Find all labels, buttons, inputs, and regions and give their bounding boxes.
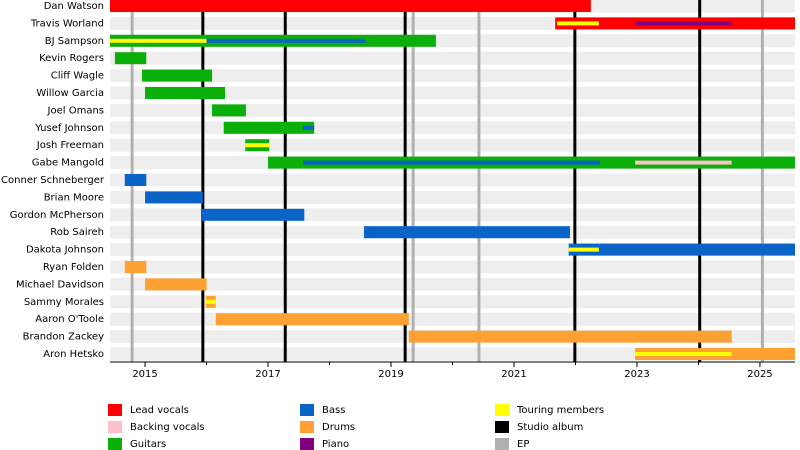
member-label: Brian Moore — [44, 192, 104, 203]
legend-label: Guitars — [130, 439, 166, 450]
role-bar — [363, 226, 570, 239]
legend-label: Lead vocals — [130, 405, 189, 416]
member-label: Kevin Rogers — [39, 53, 104, 64]
legend-label: Bass — [322, 405, 345, 416]
legend-swatch — [108, 421, 122, 433]
role-bar — [212, 104, 246, 117]
role-bar-thin — [303, 160, 601, 165]
member-label: Gabe Mangold — [32, 158, 104, 169]
member-label: Travis Worland — [30, 18, 104, 29]
member-label: Cliff Wagle — [51, 71, 104, 82]
row-band — [110, 69, 795, 83]
legend-swatch — [108, 404, 122, 416]
legend-label: Drums — [322, 422, 355, 433]
row-band — [110, 121, 795, 135]
role-bar-thin — [110, 38, 207, 43]
legend-swatch — [495, 421, 509, 433]
member-label: Gordon McPherson — [10, 210, 104, 221]
role-bar-thin — [568, 247, 599, 252]
x-tick-label: 2019 — [378, 369, 403, 380]
member-label: Yusef Johnson — [34, 123, 104, 134]
x-tick-label: 2021 — [501, 369, 526, 380]
role-bar — [215, 313, 409, 326]
role-bar — [124, 174, 147, 186]
legend-label: Touring members — [516, 405, 604, 416]
member-label: Willow Garcia — [36, 88, 104, 99]
legend-label: EP — [517, 439, 529, 450]
row-band — [110, 190, 795, 204]
role-bar-thin — [245, 143, 270, 148]
row-band — [110, 173, 795, 187]
role-bar — [110, 0, 591, 12]
member-label: Dan Watson — [44, 1, 104, 12]
role-bar — [568, 243, 795, 256]
member-label: Aron Hetsko — [43, 349, 104, 360]
role-bar-thin — [635, 160, 732, 165]
legend-label: Studio album — [517, 422, 583, 433]
legend-swatch — [300, 438, 314, 450]
legend-swatch — [300, 421, 314, 433]
role-bar-thin — [635, 21, 732, 26]
member-label: Joel Omans — [47, 105, 104, 116]
legend-label: Piano — [322, 439, 349, 450]
role-bar — [223, 121, 315, 134]
member-label: Ryan Folden — [43, 262, 104, 273]
legend-label: Backing vocals — [130, 422, 205, 433]
role-bar-thin — [557, 21, 599, 26]
member-label: Aaron O'Toole — [35, 314, 104, 325]
role-bar — [145, 278, 207, 291]
role-bar-thin — [635, 352, 732, 356]
row-band — [110, 347, 795, 361]
role-bar — [408, 330, 732, 343]
member-label: Rob Saireh — [50, 227, 104, 238]
row-band — [110, 295, 795, 309]
member-label: Josh Freeman — [36, 140, 104, 151]
row-band — [110, 312, 795, 326]
x-tick-label: 2015 — [132, 369, 157, 380]
row-band — [110, 260, 795, 274]
x-tick-label: 2025 — [747, 369, 772, 380]
row-band — [110, 277, 795, 291]
role-bar — [145, 87, 225, 99]
legend-swatch — [495, 438, 509, 450]
member-label: Dakota Johnson — [26, 245, 104, 256]
row-band — [110, 138, 795, 152]
role-bar — [114, 52, 147, 65]
member-label: Michael Davidson — [16, 279, 104, 290]
role-bar — [141, 69, 213, 82]
role-bar — [145, 191, 203, 204]
role-bar-thin — [303, 125, 315, 130]
x-tick-label: 2017 — [255, 369, 280, 380]
legend-swatch — [108, 438, 122, 450]
row-band — [110, 51, 795, 65]
member-label: Conner Schneberger — [1, 175, 105, 186]
member-label: BJ Sampson — [45, 36, 104, 47]
row-band — [110, 86, 795, 100]
role-bar — [201, 208, 305, 221]
legend-swatch — [300, 404, 314, 416]
role-bar-thin — [110, 38, 366, 43]
x-tick-label: 2023 — [624, 369, 649, 380]
member-label: Brandon Zackey — [23, 332, 104, 343]
legend-swatch — [495, 404, 509, 416]
row-band — [110, 103, 795, 117]
member-label: Sammy Morales — [24, 297, 104, 308]
role-bar-thin — [205, 299, 216, 304]
role-bar — [124, 261, 147, 273]
